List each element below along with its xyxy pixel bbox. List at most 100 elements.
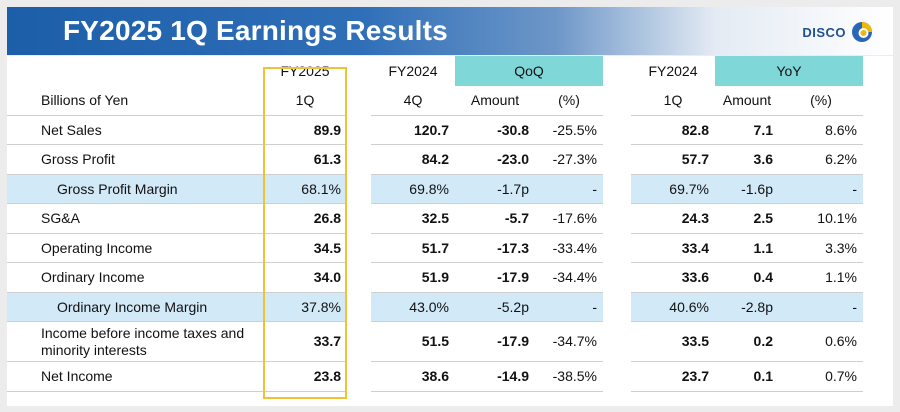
prev-quarter-value: 84.2 bbox=[371, 144, 455, 175]
current-value: 34.0 bbox=[263, 262, 347, 293]
qoq-pct: -25.5% bbox=[535, 115, 603, 145]
yoy-amount-header: Amount bbox=[715, 85, 779, 116]
results-panel: FY2025 FY2024 QoQ FY2024 YoY Billions of… bbox=[7, 56, 893, 406]
yoy-pct: 3.3% bbox=[779, 233, 863, 263]
prev-quarter-value: 43.0% bbox=[371, 292, 455, 322]
yoy-amount: 0.2 bbox=[715, 321, 779, 362]
yoy-pct: - bbox=[779, 174, 863, 204]
qoq-pct: - bbox=[535, 174, 603, 204]
qoq-pct: -17.6% bbox=[535, 203, 603, 234]
qoq-amount: -17.3 bbox=[455, 233, 535, 263]
qoq-amount: -17.9 bbox=[455, 321, 535, 362]
yoy-amount: 1.1 bbox=[715, 233, 779, 263]
row-label: Gross Profit Margin bbox=[7, 174, 263, 204]
prev-year-value: 82.8 bbox=[631, 115, 715, 145]
prev-quarter-value: 51.9 bbox=[371, 262, 455, 293]
yoy-pct: - bbox=[779, 292, 863, 322]
yoy-amount: 2.5 bbox=[715, 203, 779, 234]
qoq-amount: -14.9 bbox=[455, 361, 535, 392]
row-label: Ordinary Income bbox=[7, 262, 263, 293]
qoq-pct: -33.4% bbox=[535, 233, 603, 263]
prev-quarter-value: 51.5 bbox=[371, 321, 455, 362]
qoq-pct: -34.4% bbox=[535, 262, 603, 293]
row-label: Operating Income bbox=[7, 233, 263, 263]
yoy-pct: 10.1% bbox=[779, 203, 863, 234]
qoq-amount: -23.0 bbox=[455, 144, 535, 175]
current-value: 26.8 bbox=[263, 203, 347, 234]
row-label: Net Income bbox=[7, 361, 263, 392]
page-title: FY2025 1Q Earnings Results bbox=[63, 15, 448, 46]
earnings-table: FY2025 FY2024 QoQ FY2024 YoY Billions of… bbox=[7, 56, 889, 392]
qoq-pct-header: (%) bbox=[535, 85, 603, 116]
header-row-2: Billions of Yen 1Q 4Q Amount (%) 1Q Amou… bbox=[7, 85, 889, 116]
table-row: Gross Profit 61.3 84.2 -23.0 -27.3% 57.7 3.6 6.… bbox=[7, 144, 889, 175]
prev-year-value: 23.7 bbox=[631, 361, 715, 392]
prev-year-value: 69.7% bbox=[631, 174, 715, 204]
row-label: Income before income taxes and minority … bbox=[7, 321, 263, 362]
yoy-amount: 7.1 bbox=[715, 115, 779, 145]
qoq-amount: -1.7p bbox=[455, 174, 535, 204]
table-row: Income before income taxes and minority … bbox=[7, 321, 889, 362]
header-row-1: FY2025 FY2024 QoQ FY2024 YoY bbox=[7, 56, 889, 86]
current-value: 33.7 bbox=[263, 321, 347, 362]
prev-quarter-value: 32.5 bbox=[371, 203, 455, 234]
prev-year-year: FY2024 bbox=[648, 62, 698, 79]
current-value: 34.5 bbox=[263, 233, 347, 263]
qoq-amount: -5.7 bbox=[455, 203, 535, 234]
qoq-header: QoQ bbox=[455, 56, 603, 86]
qoq-amount: -17.9 bbox=[455, 262, 535, 293]
table-row: Ordinary Income Margin 37.8% 43.0% -5.2p - 40… bbox=[7, 292, 889, 322]
yoy-amount: 0.4 bbox=[715, 262, 779, 293]
logo-text: DISCO bbox=[802, 24, 846, 40]
yoy-amount: 0.1 bbox=[715, 361, 779, 392]
table-row: Net Sales 89.9 120.7 -30.8 -25.5% 82.8 7.1 8.6% bbox=[7, 115, 889, 145]
qoq-pct: -38.5% bbox=[535, 361, 603, 392]
table-row: SG&A 26.8 32.5 -5.7 -17.6% 24.3 2.5 10.1% bbox=[7, 203, 889, 234]
prev-quarter-quarter: 4Q bbox=[371, 85, 455, 116]
prev-quarter-value: 69.8% bbox=[371, 174, 455, 204]
current-period-year: FY2025 bbox=[280, 62, 330, 79]
yoy-amount: -1.6p bbox=[715, 174, 779, 204]
prev-year-value: 40.6% bbox=[631, 292, 715, 322]
yoy-pct: 1.1% bbox=[779, 262, 863, 293]
globe-icon bbox=[852, 22, 872, 42]
table-row: Net Income 23.8 38.6 -14.9 -38.5% 23.7 0.1 0.7% bbox=[7, 361, 889, 392]
table-row: Operating Income 34.5 51.7 -17.3 -33.4% 33.4 1… bbox=[7, 233, 889, 263]
prev-quarter-value: 120.7 bbox=[371, 115, 455, 145]
qoq-amount: -30.8 bbox=[455, 115, 535, 145]
yoy-pct: 8.6% bbox=[779, 115, 863, 145]
row-label: Ordinary Income Margin bbox=[7, 292, 263, 322]
yoy-pct: 0.7% bbox=[779, 361, 863, 392]
current-value: 61.3 bbox=[263, 144, 347, 175]
prev-year-value: 33.5 bbox=[631, 321, 715, 362]
prev-year-value: 57.7 bbox=[631, 144, 715, 175]
company-logo: DISCO bbox=[802, 21, 873, 43]
yoy-header: YoY bbox=[715, 56, 863, 86]
yoy-amount: 3.6 bbox=[715, 144, 779, 175]
yoy-pct: 0.6% bbox=[779, 321, 863, 362]
unit-label: Billions of Yen bbox=[7, 85, 263, 116]
yoy-pct: 6.2% bbox=[779, 144, 863, 175]
prev-quarter-value: 51.7 bbox=[371, 233, 455, 263]
current-value: 68.1% bbox=[263, 174, 347, 204]
current-period-quarter: 1Q bbox=[263, 85, 347, 116]
row-label: Gross Profit bbox=[7, 144, 263, 175]
row-label: Net Sales bbox=[7, 115, 263, 145]
qoq-amount-header: Amount bbox=[455, 85, 535, 116]
prev-year-value: 33.4 bbox=[631, 233, 715, 263]
title-banner: FY2025 1Q Earnings Results DISCO bbox=[7, 7, 893, 55]
prev-year-value: 33.6 bbox=[631, 262, 715, 293]
row-label: SG&A bbox=[7, 203, 263, 234]
qoq-pct: -27.3% bbox=[535, 144, 603, 175]
current-value: 37.8% bbox=[263, 292, 347, 322]
qoq-pct: -34.7% bbox=[535, 321, 603, 362]
current-value: 23.8 bbox=[263, 361, 347, 392]
prev-year-value: 24.3 bbox=[631, 203, 715, 234]
yoy-amount: -2.8p bbox=[715, 292, 779, 322]
yoy-pct-header: (%) bbox=[779, 85, 863, 116]
table-row: Ordinary Income 34.0 51.9 -17.9 -34.4% 33.6 0.… bbox=[7, 262, 889, 293]
current-value: 89.9 bbox=[263, 115, 347, 145]
table-row: Gross Profit Margin 68.1% 69.8% -1.7p -69.7%… bbox=[7, 174, 889, 204]
qoq-amount: -5.2p bbox=[455, 292, 535, 322]
